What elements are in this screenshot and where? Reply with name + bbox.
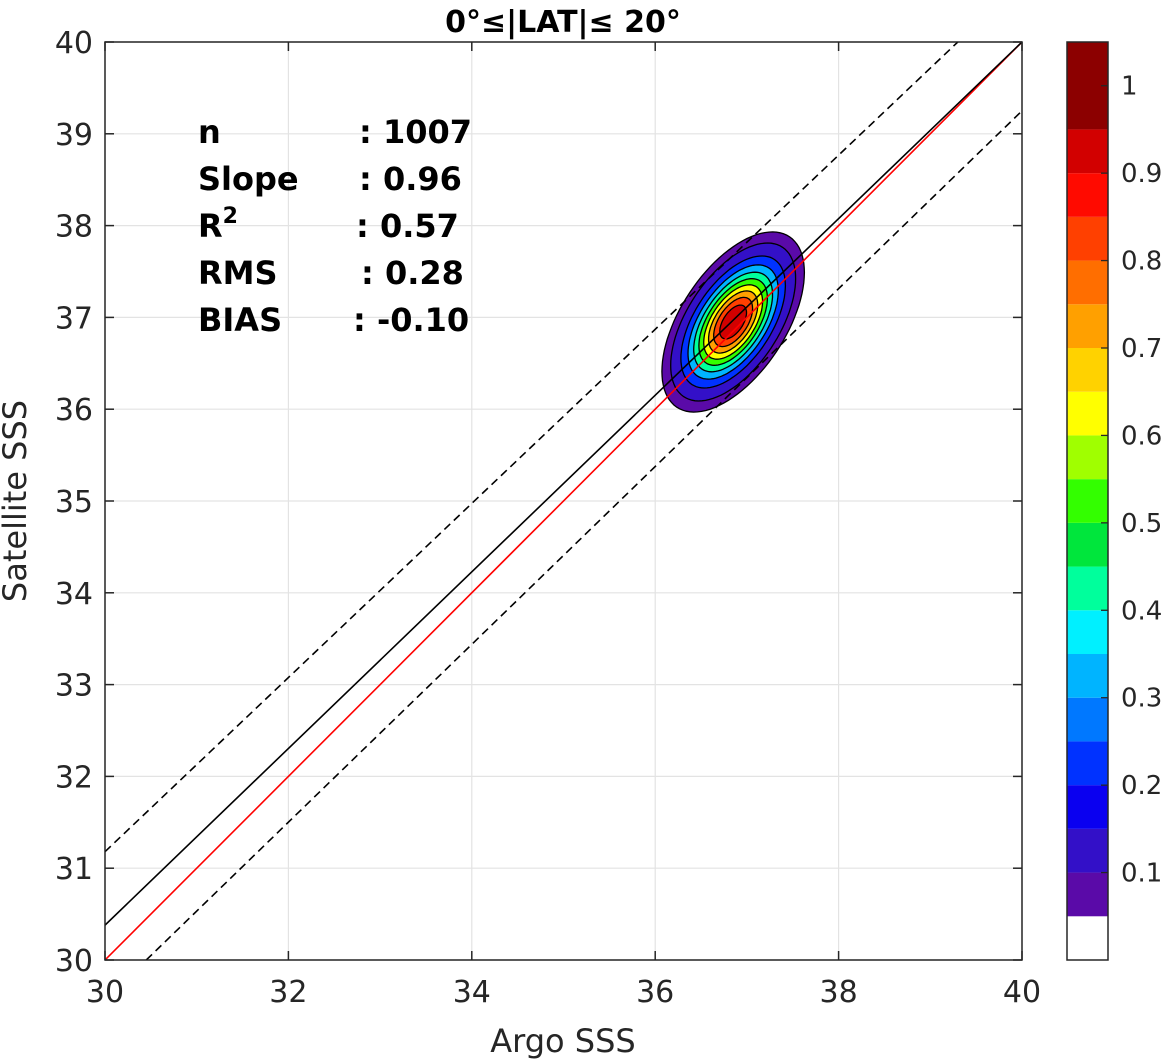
lower-bound-line <box>145 110 1022 960</box>
colorbar-tick-label: 0.1 <box>1121 859 1162 889</box>
colorbar-tick-label: 0.9 <box>1121 159 1162 189</box>
colorbar-tick-label: 0.8 <box>1121 247 1162 277</box>
y-axis-label: Satellite SSS <box>0 400 34 602</box>
colorbar-bin <box>1067 522 1108 567</box>
colorbar-bin <box>1067 654 1108 698</box>
stat-label: Slope <box>198 160 299 198</box>
colorbar-bin <box>1067 785 1108 829</box>
colorbar-tick-label: 0.2 <box>1121 771 1162 801</box>
x-tick-label: 40 <box>1003 975 1041 1010</box>
colorbar-bin <box>1067 260 1108 305</box>
colorbar-tick-label: 0.3 <box>1121 684 1162 714</box>
y-tick-label: 34 <box>55 577 93 612</box>
colorbar-bin <box>1067 872 1108 917</box>
x-tick-label: 34 <box>453 975 491 1010</box>
x-tick-label: 36 <box>636 975 674 1010</box>
colorbar-bin <box>1067 304 1108 348</box>
colorbar-bin <box>1067 697 1108 742</box>
stat-label: BIAS <box>198 301 282 339</box>
colorbar-frame <box>1066 41 1109 961</box>
colorbar-bin <box>1067 566 1108 611</box>
regression-fit-line <box>105 42 1022 926</box>
colorbar-bin <box>1067 828 1108 873</box>
axis-ticks: 30 32 34 36 38 40 30 31 32 33 34 35 36 37 38 39 40 <box>55 26 1041 1010</box>
colorbar-bin <box>1067 173 1108 217</box>
stat-superscript: 2 <box>223 204 238 229</box>
stat-value: : 0.57 <box>356 207 459 245</box>
stat-label: n <box>198 113 221 151</box>
y-tick-label: 33 <box>55 669 93 704</box>
stat-label: RMS <box>198 254 278 292</box>
colorbar-bin <box>1067 479 1108 523</box>
colorbar-bin <box>1067 216 1108 261</box>
reference-lines <box>105 42 1022 960</box>
y-tick-label: 39 <box>55 118 93 153</box>
y-tick-label: 35 <box>55 485 93 520</box>
stat-value: : 1007 <box>359 113 472 151</box>
colorbar-bin <box>1067 916 1108 960</box>
colorbar-bin <box>1067 391 1108 436</box>
y-tick-label: 30 <box>55 944 93 979</box>
y-tick-label: 38 <box>55 210 93 245</box>
y-tick-label: 32 <box>55 760 93 795</box>
stat-value: : -0.10 <box>353 301 469 339</box>
upper-bound-line <box>105 42 959 853</box>
colorbar-tick-label: 0.5 <box>1121 509 1162 539</box>
stat-value: : 0.96 <box>359 160 462 198</box>
colorbar-bin <box>1067 610 1108 654</box>
colorbar-bin <box>1067 348 1108 392</box>
x-tick-label: 30 <box>86 975 124 1010</box>
colorbar-tick-label: 1 <box>1121 72 1138 102</box>
colorbar-bin <box>1067 435 1108 480</box>
x-tick-label: 32 <box>269 975 307 1010</box>
x-tick-label: 38 <box>820 975 858 1010</box>
y-tick-label: 31 <box>55 852 93 887</box>
x-axis-label: Argo SSS <box>490 1022 635 1060</box>
chart-title: 0°≤|LAT|≤ 20° <box>445 5 681 40</box>
colorbar: 0.1 0.2 0.3 0.4 0.5 0.6 0.7 0.8 0.9 1 <box>1066 41 1162 961</box>
y-tick-label: 40 <box>55 26 93 61</box>
1-1-line-line <box>105 42 1022 960</box>
colorbar-bin <box>1067 741 1108 786</box>
colorbar-tick-label: 0.6 <box>1121 421 1162 451</box>
y-tick-label: 36 <box>55 393 93 428</box>
y-tick-label: 37 <box>55 301 93 336</box>
colorbar-bin <box>1067 129 1108 174</box>
colorbar-tick-label: 0.4 <box>1121 596 1162 626</box>
stat-value: : 0.28 <box>361 254 464 292</box>
colorbar-tick-label: 0.7 <box>1121 334 1162 364</box>
